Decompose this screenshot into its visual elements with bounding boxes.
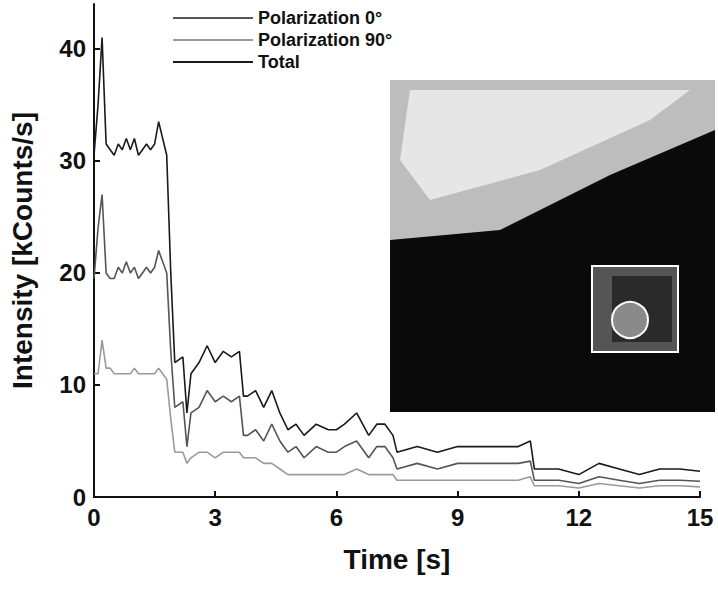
svg-text:Time [s]: Time [s] [344, 544, 451, 575]
svg-text:6: 6 [330, 504, 343, 531]
svg-text:9: 9 [451, 504, 464, 531]
svg-text:0: 0 [73, 484, 86, 511]
svg-text:3: 3 [209, 504, 222, 531]
svg-text:15: 15 [687, 504, 714, 531]
svg-text:Intensity [kCounts/s]: Intensity [kCounts/s] [7, 112, 38, 389]
svg-text:30: 30 [59, 147, 86, 174]
svg-text:10: 10 [59, 371, 86, 398]
svg-text:40: 40 [59, 35, 86, 62]
svg-text:Polarization 0°: Polarization 0° [258, 8, 382, 28]
svg-text:0: 0 [87, 504, 100, 531]
svg-text:Total: Total [258, 52, 300, 72]
svg-text:20: 20 [59, 259, 86, 286]
svg-text:12: 12 [565, 504, 592, 531]
svg-text:Polarization 90°: Polarization 90° [258, 30, 392, 50]
